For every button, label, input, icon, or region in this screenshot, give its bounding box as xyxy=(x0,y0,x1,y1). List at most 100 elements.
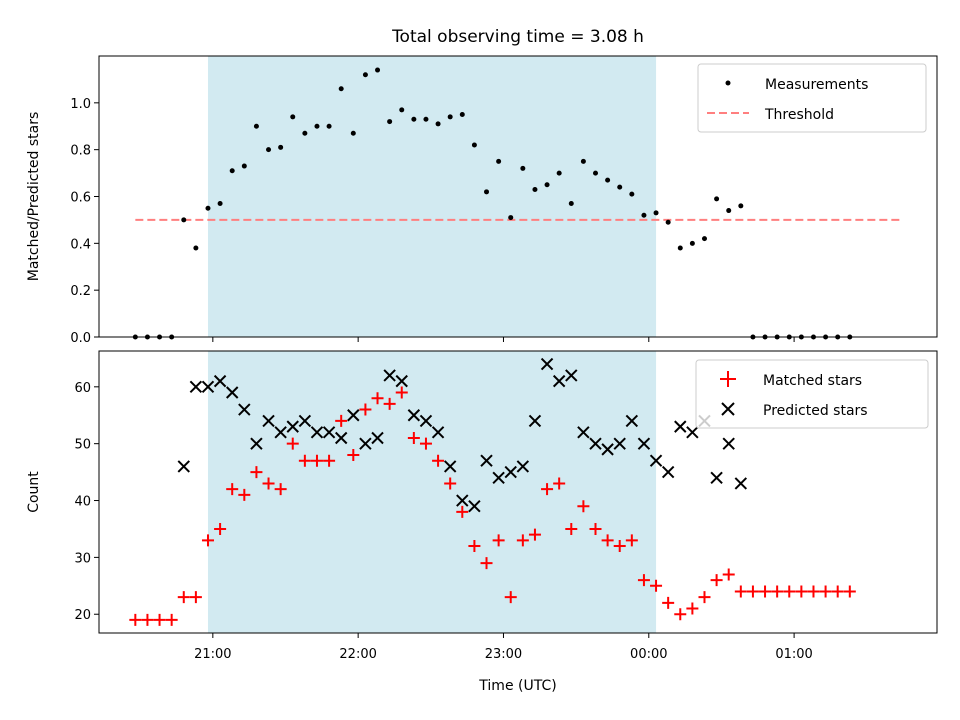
matched-star-point xyxy=(371,392,384,405)
predicted-star-point xyxy=(540,357,554,371)
measurement-point xyxy=(193,245,199,251)
matched-star-point xyxy=(674,608,687,621)
x-tick-label: 01:00 xyxy=(775,647,812,662)
measurement-point xyxy=(290,114,296,120)
x-tick-label: 22:00 xyxy=(339,647,376,662)
count-y-axis: 20 30 40 50 60 xyxy=(74,381,99,623)
matched-star-point xyxy=(783,585,796,598)
predicted-star-point xyxy=(431,426,445,439)
predicted-star-point xyxy=(371,431,384,445)
matched-star-point xyxy=(214,522,227,535)
matched-star-point xyxy=(746,585,759,598)
measurement-point xyxy=(629,191,635,197)
matched-star-point xyxy=(807,585,820,598)
predicted-star-point xyxy=(552,374,566,388)
measurement-point xyxy=(435,121,441,127)
matched-star-point xyxy=(359,403,372,416)
y-tick-label: 0.8 xyxy=(70,144,91,159)
measurements-legend-label: Measurements xyxy=(765,77,868,93)
measurement-point xyxy=(350,130,356,136)
matched-star-point xyxy=(492,534,505,547)
predicted-star-point xyxy=(201,380,215,394)
predicted-star-point xyxy=(407,409,421,422)
measurement-point xyxy=(641,212,647,218)
matched-star-point xyxy=(734,585,747,598)
measurements-legend-marker xyxy=(725,80,731,86)
matched-star-point xyxy=(625,534,638,547)
y-tick-label: 0.6 xyxy=(70,191,91,206)
matched-star-point xyxy=(504,591,517,604)
matched-star-point xyxy=(335,414,348,427)
matched-star-point xyxy=(613,540,626,553)
matched-star-point xyxy=(250,466,263,479)
matched-star-point xyxy=(698,591,711,604)
matched-star-point xyxy=(516,534,529,547)
predicted-star-point xyxy=(177,460,190,473)
measurement-point xyxy=(399,107,405,113)
matched-star-point xyxy=(771,585,784,598)
predicted-star-point xyxy=(395,374,408,388)
y-tick-label: 20 xyxy=(74,608,91,623)
predicted-star-point xyxy=(625,414,639,428)
measurement-point xyxy=(653,210,659,216)
measurement-point xyxy=(375,67,381,73)
predicted-star-point xyxy=(516,460,530,473)
matched-star-point xyxy=(662,596,675,609)
count-points xyxy=(129,357,856,626)
predicted-star-point xyxy=(310,426,324,439)
measurement-point xyxy=(689,240,695,246)
count-x-axis: 21:00 22:00 23:00 00:00 01:00 xyxy=(194,633,813,662)
matched-star-point xyxy=(843,585,856,598)
predicted-star-point xyxy=(274,426,287,439)
predicted-star-point xyxy=(298,414,312,428)
measurement-point xyxy=(556,170,562,176)
predicted-star-point xyxy=(322,426,336,439)
predicted-star-point xyxy=(637,437,651,450)
matched-star-point xyxy=(165,613,178,626)
measurement-point xyxy=(447,114,453,120)
matched-star-point xyxy=(565,522,578,535)
predicted-star-point xyxy=(589,437,602,450)
matched-star-point xyxy=(444,477,457,490)
measurement-point xyxy=(266,147,272,153)
y-tick-label: 0.4 xyxy=(70,237,91,252)
predicted-star-point xyxy=(492,471,505,484)
predicted-star-point xyxy=(383,369,396,382)
ratio-x-ticks xyxy=(212,337,795,342)
matched-star-point xyxy=(831,585,844,598)
x-tick-label: 00:00 xyxy=(630,647,667,662)
measurement-point xyxy=(532,186,538,192)
measurement-point xyxy=(181,217,187,223)
y-tick-label: 40 xyxy=(74,495,91,510)
matched-star-point xyxy=(286,437,299,450)
measurement-point xyxy=(738,203,744,209)
matched-star-point xyxy=(795,585,808,598)
y-tick-label: 30 xyxy=(74,551,91,566)
y-tick-label: 0.2 xyxy=(70,284,91,299)
chart-title: Total observing time = 3.08 h xyxy=(391,27,644,47)
matched-star-point xyxy=(432,454,445,467)
matched-star-point xyxy=(601,534,614,547)
measurement-point xyxy=(229,168,235,174)
ratio-axes-frame xyxy=(98,55,938,338)
ratio-legend-box xyxy=(697,63,927,133)
matched-star-point xyxy=(177,591,190,604)
matched-star-point xyxy=(347,449,360,462)
predicted-star-point xyxy=(613,437,626,450)
matched-star-point xyxy=(686,602,699,615)
ratio-legend: Measurements Threshold xyxy=(697,63,927,133)
matched-star-point xyxy=(480,557,493,570)
predicted-star-point xyxy=(722,437,735,450)
predicted-star-point xyxy=(238,403,251,416)
predicted-star-point xyxy=(443,460,457,473)
matched-star-point xyxy=(553,477,566,490)
measurement-point xyxy=(362,72,368,78)
matched-star-point xyxy=(468,540,481,553)
count-axes-frame xyxy=(98,350,938,634)
measurement-point xyxy=(701,236,707,242)
predicted-star-point xyxy=(649,454,663,467)
matched-star-point xyxy=(589,522,602,535)
predicted-star-point xyxy=(347,409,360,422)
predicted-star-point xyxy=(480,454,493,467)
x-axis-label: Time (UTC) xyxy=(478,678,556,694)
